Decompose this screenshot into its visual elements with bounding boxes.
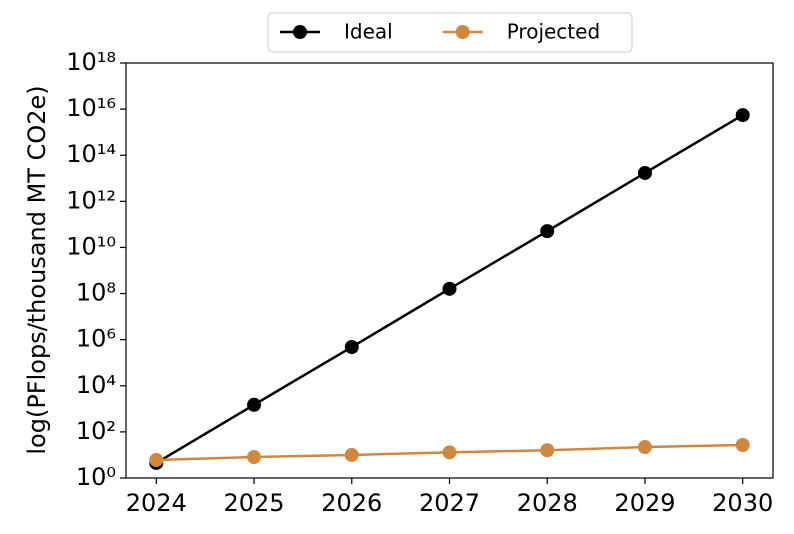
point (735, 108, 750, 123)
y-axis-label: log(PFlops/thousand MT CO2e) (23, 85, 51, 454)
point (442, 445, 457, 460)
y-tick-label: 10¹⁸ (66, 48, 116, 76)
point (637, 165, 652, 180)
y-tick-label: 10¹⁴ (66, 140, 116, 168)
point (149, 453, 164, 468)
legend: Ideal Projected (267, 12, 633, 53)
point (344, 340, 359, 355)
y-tick-label: 10⁶ (76, 325, 116, 353)
point (344, 447, 359, 462)
x-tick-label: 2027 (419, 489, 480, 517)
y-tick-label: 10² (76, 417, 116, 445)
point (540, 224, 555, 239)
point (247, 397, 262, 412)
y-tick-label: 10¹² (66, 186, 116, 214)
x-tick-label: 2026 (321, 489, 382, 517)
point (735, 437, 750, 452)
y-tick-label: 10¹⁰ (66, 232, 116, 260)
point (540, 443, 555, 458)
plot-frame (125, 62, 774, 479)
y-tick-label: 10⁸ (76, 279, 116, 307)
legend-marker (293, 25, 307, 39)
point (637, 440, 652, 455)
y-tick-label: 10¹⁶ (66, 94, 116, 122)
x-tick-label: 2024 (126, 489, 187, 517)
x-tick-label: 2029 (614, 489, 675, 517)
legend-label: Ideal (344, 20, 393, 44)
y-tick-label: 10⁴ (76, 371, 116, 399)
point (442, 281, 457, 296)
x-tick-label: 2025 (223, 489, 284, 517)
point (247, 450, 262, 465)
legend-marker (455, 25, 470, 39)
x-tick-label: 2028 (517, 489, 578, 517)
legend-label: Projected (507, 20, 600, 44)
y-tick-label: 10⁰ (76, 463, 116, 491)
x-tick-label: 2030 (712, 489, 773, 517)
